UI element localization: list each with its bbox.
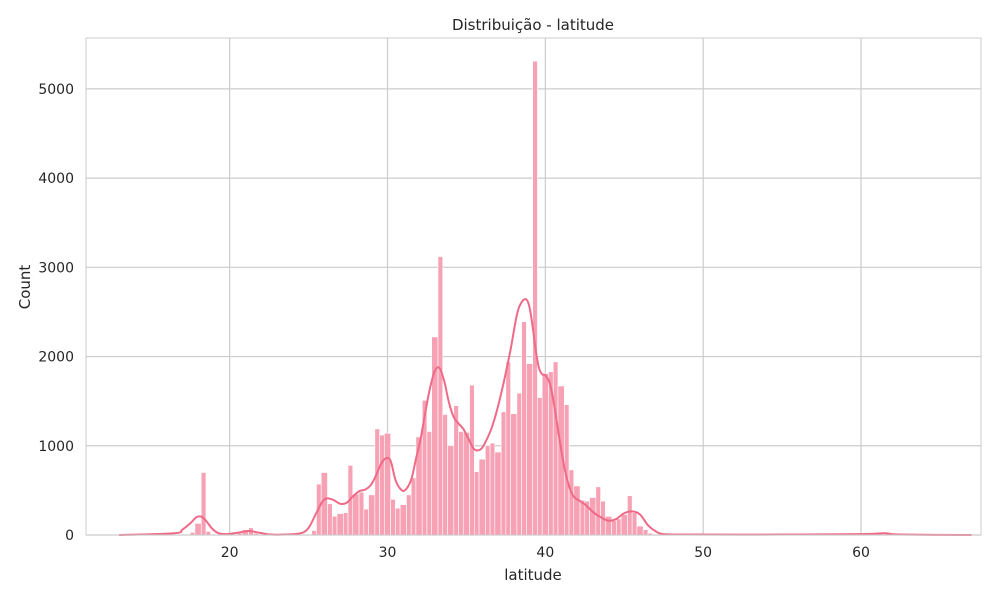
histogram-bar: [627, 496, 632, 535]
histogram-bar: [506, 362, 511, 535]
histogram-bar: [375, 429, 380, 535]
histogram-bar: [380, 435, 385, 535]
histogram-bar: [447, 446, 453, 535]
histogram-bar: [470, 385, 475, 535]
histogram-bar: [596, 487, 601, 535]
histogram-bar: [411, 478, 416, 535]
histogram-bar: [479, 459, 485, 535]
histogram-bar: [459, 431, 464, 535]
x-tick-label: 40: [536, 545, 554, 561]
histogram-bar: [337, 514, 343, 535]
histogram-bar: [206, 531, 211, 535]
y-tick-label: 1000: [38, 439, 74, 455]
histogram-bar: [395, 508, 400, 535]
histogram-bar: [443, 415, 448, 535]
histogram-bar: [328, 504, 333, 535]
chart-title: Distribuição - latitude: [452, 16, 614, 34]
histogram-bar: [364, 509, 369, 535]
histogram-bar: [621, 514, 627, 535]
histogram-bar: [438, 257, 443, 535]
y-tick-label: 0: [65, 528, 74, 544]
histogram-bar: [632, 513, 637, 535]
histogram-bar: [463, 432, 469, 535]
histogram-bar: [427, 431, 432, 535]
histogram-bar: [359, 492, 364, 535]
histogram-bar: [454, 406, 459, 535]
histogram-bar: [353, 494, 359, 535]
histogram-bar: [312, 531, 317, 535]
histogram-bar: [522, 322, 527, 535]
histogram-bar: [569, 470, 574, 535]
histogram-bar: [406, 495, 411, 535]
x-tick-label: 50: [694, 545, 712, 561]
histogram-bar: [195, 523, 201, 535]
x-tick-label: 20: [221, 545, 239, 561]
histogram-bar: [400, 505, 406, 535]
histogram-bar: [201, 473, 206, 535]
histogram-bar: [580, 500, 585, 535]
histogram-bar: [343, 513, 348, 535]
histogram-bar: [501, 412, 506, 535]
histogram-bar: [590, 498, 596, 535]
histogram-bar: [485, 446, 490, 535]
y-tick-label: 3000: [38, 260, 74, 276]
histogram-bar: [574, 486, 580, 535]
y-tick-label: 5000: [38, 82, 74, 98]
histogram-bar: [643, 530, 648, 535]
x-tick-label: 60: [852, 545, 870, 561]
histogram-bar: [553, 362, 558, 535]
histogram-bar: [474, 472, 479, 535]
x-tick-label: 30: [379, 545, 397, 561]
histogram-bar: [517, 393, 522, 535]
histogram-bar: [616, 519, 621, 535]
histogram-bar: [526, 364, 532, 535]
x-axis-label: latitude: [504, 566, 562, 584]
histogram-bar: [612, 521, 617, 535]
histogram-bar: [542, 373, 548, 535]
y-tick-label: 2000: [38, 350, 74, 366]
histogram-bar: [369, 495, 375, 535]
histogram-bar: [511, 414, 517, 535]
y-tick-label: 4000: [38, 171, 74, 187]
histogram-bar: [495, 452, 501, 535]
histogram-bar: [637, 526, 643, 535]
histogram-bar: [391, 499, 396, 535]
histogram-bar: [384, 433, 390, 535]
histogram-bar: [533, 61, 538, 535]
y-axis-label: Count: [16, 265, 34, 310]
histogram-bar: [332, 516, 337, 535]
histogram-bar: [537, 398, 542, 535]
histogram-bar: [490, 443, 495, 535]
